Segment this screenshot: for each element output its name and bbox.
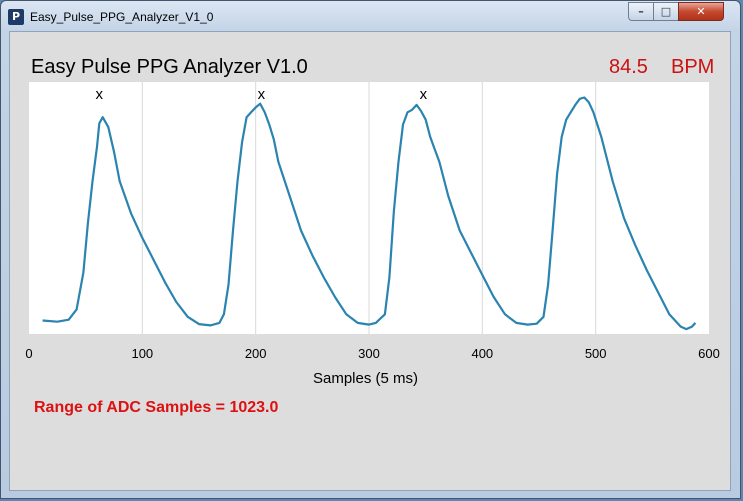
peak-marker: x — [420, 86, 428, 103]
x-tick-label: 200 — [245, 346, 267, 361]
ppg-signal-line — [42, 96, 697, 331]
x-tick-label: 300 — [358, 346, 380, 361]
title-bar[interactable]: P Easy_Pulse_PPG_Analyzer_V1_0 – □ ✕ — [1, 1, 740, 31]
minimize-button[interactable]: – — [628, 2, 654, 21]
x-tick-label: 0 — [25, 346, 32, 361]
app-icon[interactable]: P — [8, 9, 24, 25]
close-button[interactable]: ✕ — [678, 2, 724, 21]
x-tick-label: 400 — [471, 346, 493, 361]
adc-range-readout: Range of ADC Samples = 1023.0 — [34, 399, 279, 416]
bpm-unit: BPM — [671, 56, 715, 78]
x-tick-label: 500 — [585, 346, 607, 361]
peak-marker: x — [96, 86, 104, 103]
peak-marker: x — [258, 86, 266, 103]
x-axis-label: Samples (5 ms) — [313, 370, 419, 387]
bpm-value: 84.5 — [609, 56, 648, 78]
app-heading: Easy Pulse PPG Analyzer V1.0 — [31, 56, 308, 78]
x-tick-label: 600 — [698, 346, 720, 361]
maximize-button[interactable]: □ — [653, 2, 679, 21]
ppg-waveform-chart: 0 100 200 300 400 500 600 x x x — [25, 82, 720, 361]
analyzer-canvas: Easy Pulse PPG Analyzer V1.0 84.5 BPM 0 1… — [9, 31, 731, 491]
x-tick-label: 100 — [131, 346, 153, 361]
window-title: Easy_Pulse_PPG_Analyzer_V1_0 — [30, 10, 214, 24]
